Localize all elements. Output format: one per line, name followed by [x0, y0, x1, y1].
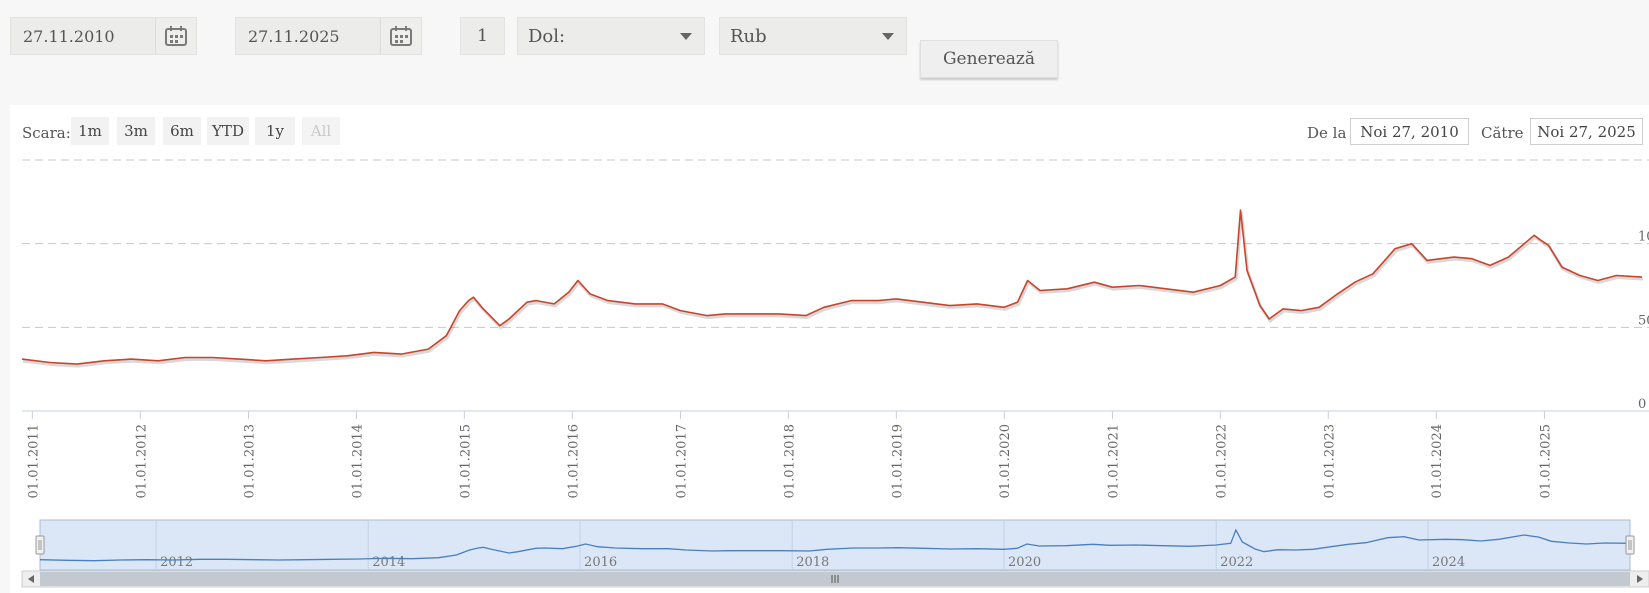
- x-tick-label: 01.01.2021: [1106, 424, 1121, 498]
- navigator-selection: [39, 519, 1631, 571]
- zoom-6m-button[interactable]: 6m: [163, 117, 201, 145]
- x-tick-label: 01.01.2024: [1430, 424, 1445, 498]
- zoom-1y-button[interactable]: 1y: [255, 117, 295, 145]
- x-tick-label: 01.01.2022: [1214, 424, 1229, 498]
- from-label: De la: [1307, 124, 1347, 142]
- x-tick-label: 01.01.2013: [242, 424, 257, 498]
- calendar-icon[interactable]: [155, 18, 196, 54]
- date-from-field[interactable]: 27.11.2010: [10, 17, 197, 55]
- caret-down-icon: [680, 32, 692, 40]
- x-tick-label: 01.01.2018: [782, 424, 797, 498]
- grid-lines: [22, 159, 1649, 412]
- currency-from-value: Dol:: [528, 25, 566, 47]
- currency-to-value: Rub: [730, 25, 767, 47]
- x-tick-label: 01.01.2020: [998, 424, 1013, 498]
- to-label: Către: [1481, 124, 1524, 142]
- date-from-value: 27.11.2010: [23, 26, 115, 46]
- navigator-tick-label: 2016: [584, 555, 617, 570]
- navigator-tick-label: 2024: [1432, 555, 1465, 570]
- series-shadow: [22, 212, 1644, 368]
- x-tick-label: 01.01.2023: [1322, 424, 1337, 498]
- navigator-tick-label: 2018: [796, 555, 829, 570]
- y-tick-label: 50: [1638, 313, 1649, 328]
- x-tick-label: 01.01.2011: [26, 424, 41, 498]
- scale-label: Scara:: [22, 124, 71, 142]
- navigator-tick-label: 2020: [1008, 555, 1041, 570]
- navigator[interactable]: 2012 2014 2016 2018 2020 2022 2024: [21, 519, 1649, 588]
- zoom-ytd-button[interactable]: YTD: [207, 117, 249, 145]
- navigator-handle-left[interactable]: [35, 535, 45, 555]
- currency-from-select[interactable]: Dol:: [517, 17, 705, 55]
- x-tick-label: 01.01.2019: [890, 424, 905, 498]
- navigator-tick-label: 2022: [1220, 555, 1253, 570]
- x-tick-label: 01.01.2014: [350, 424, 365, 498]
- date-to-value: 27.11.2025: [248, 26, 340, 46]
- zoom-all-button[interactable]: All: [302, 117, 340, 145]
- date-to-field[interactable]: 27.11.2025: [235, 17, 422, 55]
- range-from-input[interactable]: Noi 27, 2010: [1350, 118, 1469, 145]
- x-tick-label: 01.01.2017: [674, 424, 689, 498]
- y-tick-label: 100: [1638, 230, 1649, 245]
- y-tick-label: 0: [1638, 397, 1646, 412]
- series-line: [21, 209, 1644, 368]
- series-line: [21, 209, 1643, 365]
- chart-panel: [10, 105, 1649, 593]
- caret-down-icon: [882, 32, 894, 40]
- currency-to-select[interactable]: Rub: [719, 17, 907, 55]
- scroll-right-arrow-icon[interactable]: [1637, 575, 1643, 583]
- calendar-icon[interactable]: [380, 18, 421, 54]
- x-tick-label: 01.01.2025: [1538, 424, 1553, 498]
- zoom-1m-button[interactable]: 1m: [71, 117, 109, 145]
- amount-input[interactable]: 1: [460, 17, 505, 55]
- x-tick-label: 01.01.2016: [566, 424, 581, 498]
- navigator-tick-label: 2012: [160, 555, 193, 570]
- navigator-series-line: [39, 528, 1631, 562]
- x-axis: 01.01.2011 01.01.2012 01.01.2013 01.01.2014…: [26, 411, 1553, 498]
- generate-button[interactable]: Generează: [920, 40, 1058, 78]
- x-tick-label: 01.01.2015: [458, 424, 473, 498]
- navigator-handle-right[interactable]: [1625, 535, 1635, 555]
- y-axis-labels: 0 50 100: [1638, 230, 1649, 412]
- x-tick-label: 01.01.2012: [134, 424, 149, 498]
- range-to-input[interactable]: Noi 27, 2025: [1530, 118, 1643, 145]
- zoom-3m-button[interactable]: 3m: [117, 117, 155, 145]
- navigator-tick-label: 2014: [372, 555, 405, 570]
- scroll-left-arrow-icon[interactable]: [28, 575, 34, 583]
